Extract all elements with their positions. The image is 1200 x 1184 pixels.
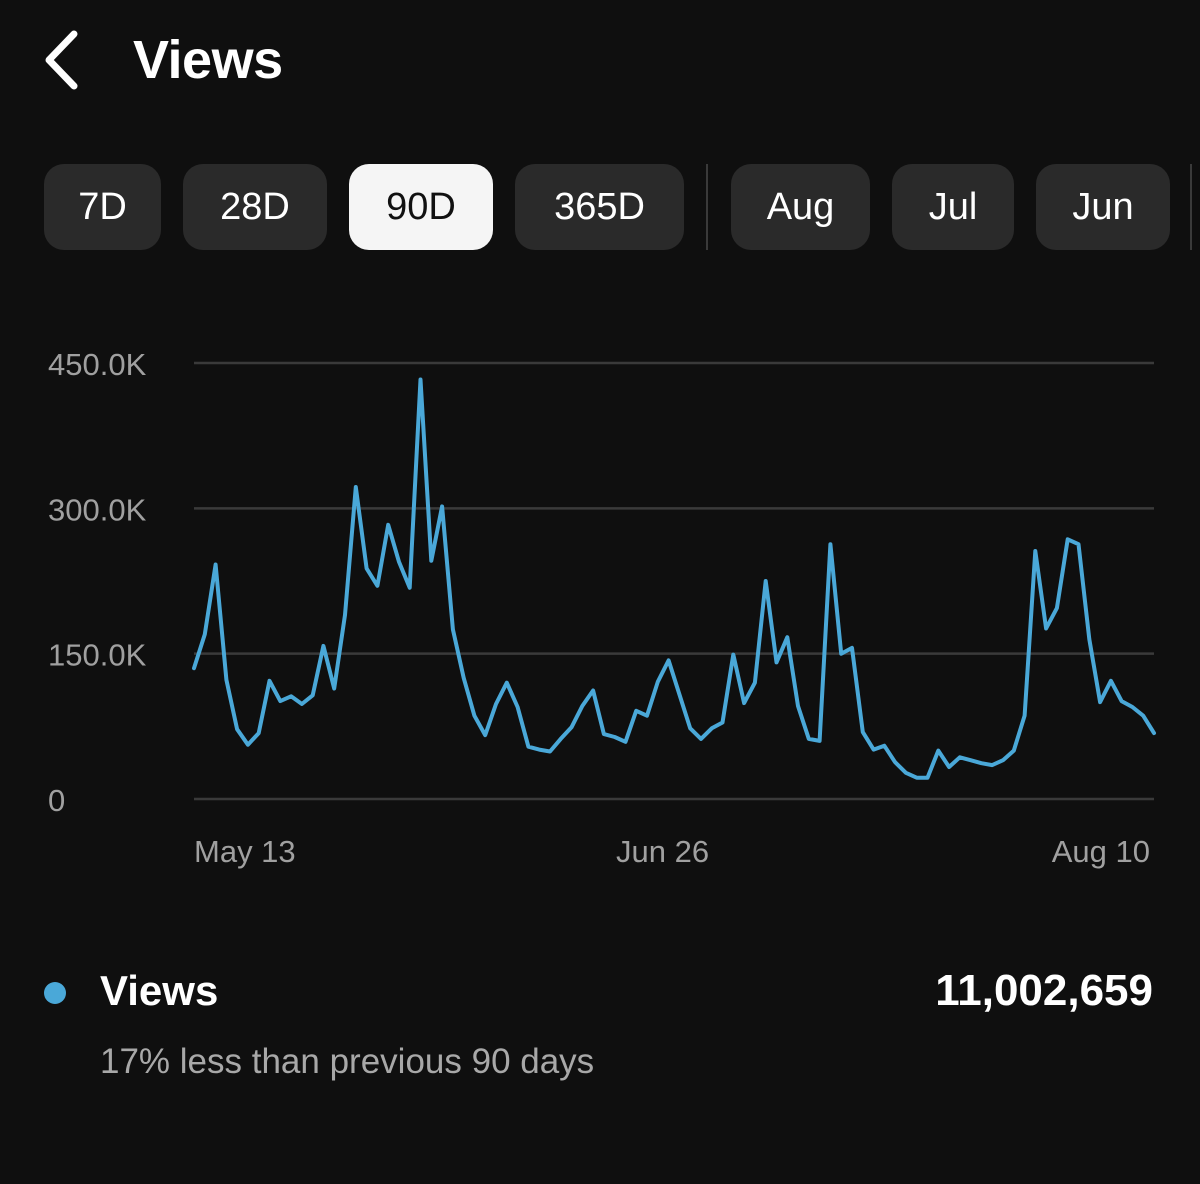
filter-jul[interactable]: Jul (892, 164, 1014, 250)
views-comparison: 17% less than previous 90 days (100, 1042, 595, 1081)
x-tick-label: May 13 (194, 834, 296, 869)
y-tick-label: 0 (48, 783, 65, 818)
y-tick-label: 450.0K (48, 347, 147, 382)
back-button[interactable] (30, 20, 100, 100)
x-tick-label: Aug 10 (1052, 834, 1150, 869)
chevron-left-icon (45, 30, 78, 90)
filter-divider-2 (1190, 164, 1192, 250)
filter-7d[interactable]: 7D (44, 164, 161, 250)
views-line-chart: 0 150.0K 300.0K 450.0K May 13 Jun 26 Aug 10 (48, 347, 1156, 869)
legend-series-label: Views (100, 967, 219, 1014)
filter-28d[interactable]: 28D (183, 164, 327, 250)
y-tick-label: 300.0K (48, 492, 147, 527)
y-tick-label: 150.0K (48, 638, 147, 673)
filter-jun[interactable]: Jun (1036, 164, 1170, 250)
page-title: Views (133, 30, 283, 90)
views-series-line (192, 377, 1156, 780)
x-tick-label: Jun 26 (616, 834, 709, 869)
filter-aug[interactable]: Aug (731, 164, 870, 250)
views-total: 11,002,659 (935, 966, 1153, 1015)
filter-90d[interactable]: 90D (349, 164, 493, 250)
series-color-dot (44, 982, 66, 1004)
filter-divider (706, 164, 708, 250)
header: Views (0, 0, 1200, 125)
filter-365d[interactable]: 365D (515, 164, 684, 250)
